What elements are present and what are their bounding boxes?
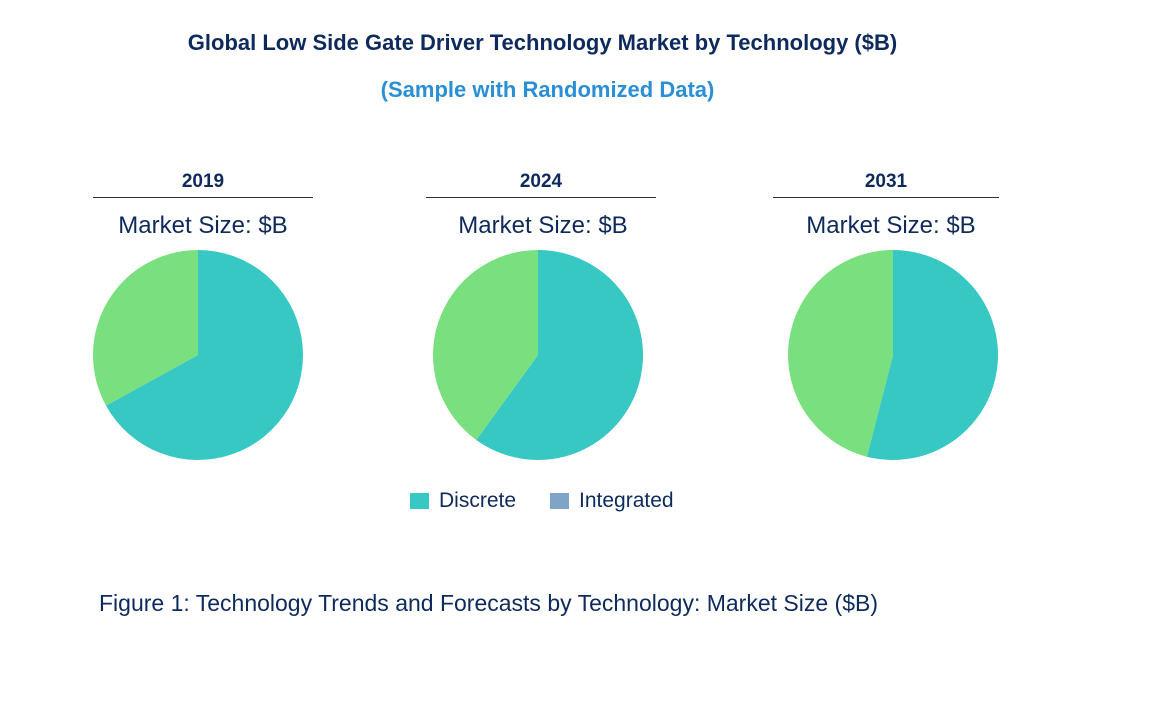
legend-item-discrete: Discrete xyxy=(410,489,516,513)
legend-label-integrated: Integrated xyxy=(579,489,674,512)
pie-year-2019: 2019 xyxy=(93,171,313,198)
legend-swatch-integrated xyxy=(550,493,570,509)
pie-slice-2031-integrated xyxy=(787,250,893,457)
legend-label-discrete: Discrete xyxy=(439,489,517,512)
market-size-label-2031: Market Size: $B xyxy=(806,212,976,239)
pie-slice-2031-discrete xyxy=(866,250,998,460)
pie-slice-2024-discrete xyxy=(476,250,643,460)
legend-item-integrated: Integrated xyxy=(550,489,674,513)
legend: Discrete Integrated xyxy=(410,489,674,513)
market-size-label-2024: Market Size: $B xyxy=(458,212,628,239)
pie-year-2031: 2031 xyxy=(773,171,999,198)
figure-caption: Figure 1: Technology Trends and Forecast… xyxy=(99,590,878,616)
chart-subtitle: (Sample with Randomized Data) xyxy=(380,77,715,102)
pie-slice-2019-discrete xyxy=(105,250,304,460)
chart-title: Global Low Side Gate Driver Technology M… xyxy=(187,30,898,55)
legend-swatch-discrete xyxy=(410,493,429,509)
pie-slice-2024-integrated xyxy=(432,250,538,440)
pie-slice-2019-integrated xyxy=(92,250,198,406)
pie-year-2024: 2024 xyxy=(426,171,656,198)
market-size-label-2019: Market Size: $B xyxy=(118,212,288,239)
